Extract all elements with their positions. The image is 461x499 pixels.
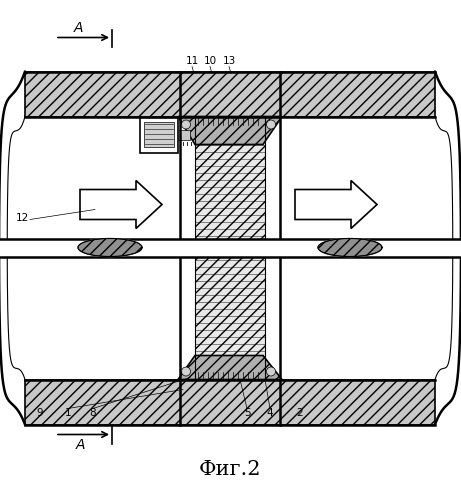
Bar (25, 380, 435, 425)
Text: А: А (73, 20, 83, 34)
Polygon shape (178, 116, 282, 145)
Text: 12: 12 (15, 213, 29, 223)
Ellipse shape (182, 120, 190, 129)
Bar (195, 142, 265, 239)
Text: 10: 10 (203, 56, 217, 66)
Bar (25, 71, 435, 116)
Text: 5: 5 (244, 408, 250, 418)
Text: Фиг.2: Фиг.2 (199, 460, 261, 479)
Text: А: А (75, 438, 85, 452)
Polygon shape (78, 239, 142, 256)
Text: 8: 8 (90, 408, 96, 418)
Text: 13: 13 (222, 56, 236, 66)
Polygon shape (318, 239, 382, 256)
Bar (0, 239, 461, 256)
Text: 11: 11 (185, 56, 199, 66)
Bar (178, 130, 190, 140)
Text: 4: 4 (266, 408, 273, 418)
Bar (140, 117, 178, 153)
Ellipse shape (182, 367, 190, 376)
Ellipse shape (266, 367, 276, 376)
Ellipse shape (266, 120, 276, 129)
Bar (180, 116, 280, 380)
Text: 2: 2 (297, 408, 303, 418)
FancyArrow shape (80, 181, 162, 229)
Text: 1: 1 (65, 408, 71, 418)
Text: 9: 9 (37, 408, 43, 418)
Polygon shape (178, 355, 282, 380)
Bar (144, 121, 174, 147)
Bar (195, 256, 265, 361)
FancyArrow shape (295, 181, 377, 229)
